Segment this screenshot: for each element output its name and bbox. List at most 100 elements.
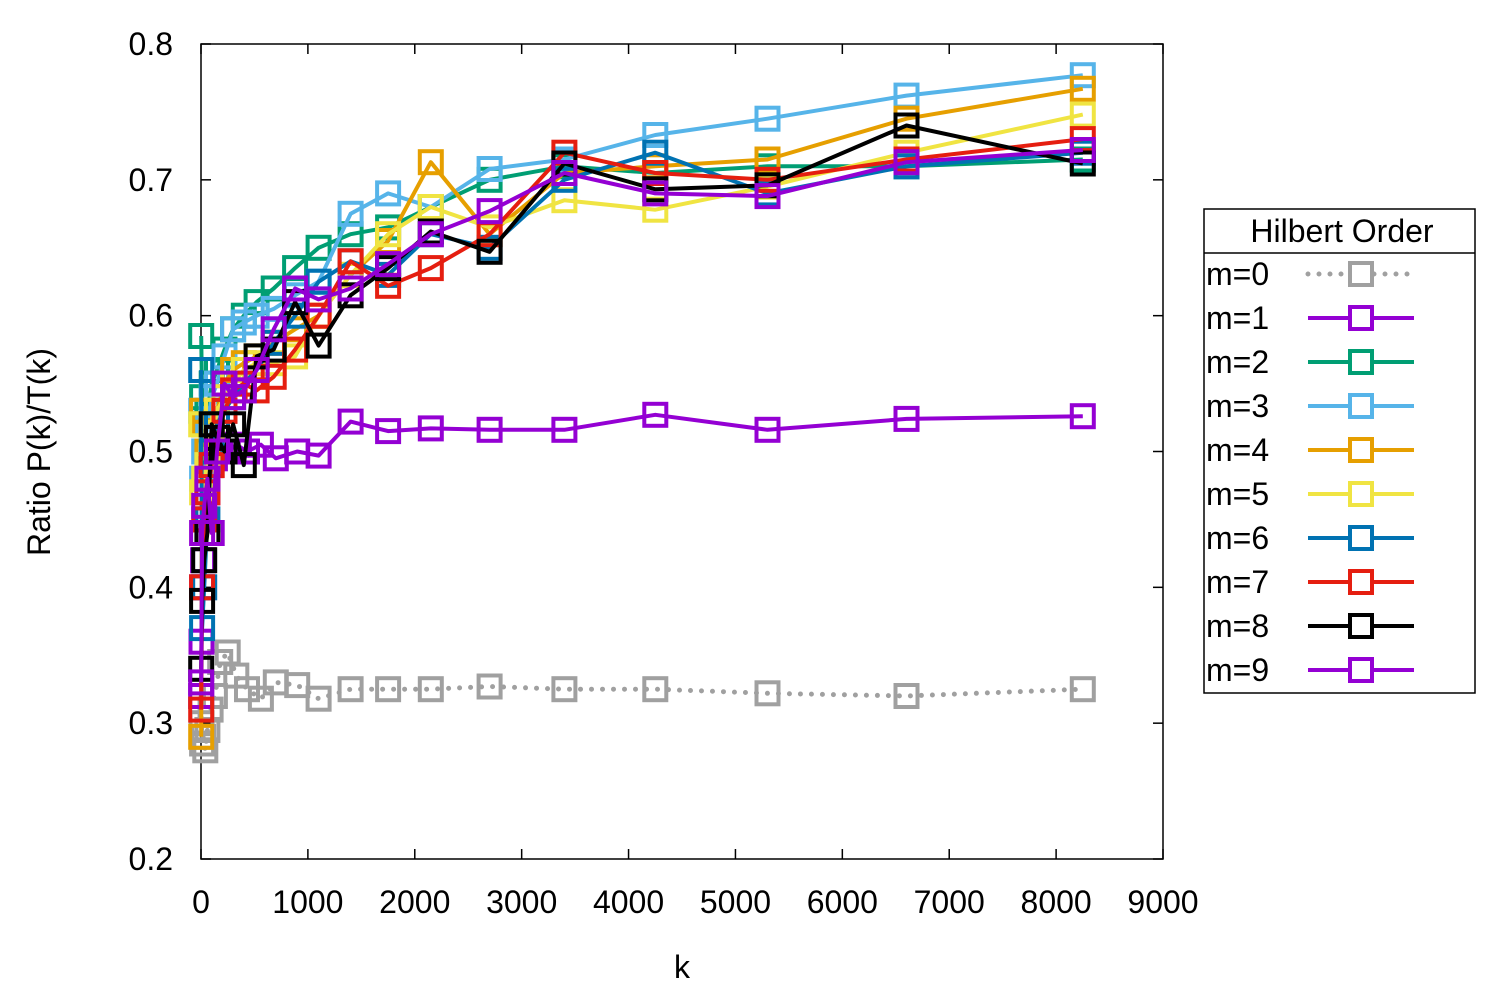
data-point: [1069, 75, 1096, 102]
data-point: [375, 221, 402, 248]
data-point: [230, 452, 257, 479]
data-point: [211, 370, 238, 397]
legend-label: m=3: [1206, 388, 1269, 424]
data-point: [476, 238, 503, 265]
data-point: [417, 221, 444, 248]
data-point: [1069, 137, 1096, 163]
data-point: [893, 112, 920, 139]
data-point: [1069, 403, 1096, 430]
x-tick-label: 8000: [1021, 884, 1092, 920]
data-point: [375, 418, 402, 445]
legend-title: Hilbert Order: [1250, 213, 1434, 249]
legend-marker: [1348, 261, 1374, 287]
data-point: [754, 416, 781, 443]
legend-label: m=0: [1206, 256, 1269, 292]
x-tick-label: 1000: [272, 884, 343, 920]
data-point: [417, 415, 444, 442]
data-point: [642, 676, 669, 703]
x-tick-label: 5000: [700, 884, 771, 920]
legend-marker: [1348, 305, 1374, 331]
data-point: [1069, 676, 1096, 703]
legend-marker: [1348, 525, 1374, 551]
data-point: [220, 411, 247, 438]
series-line: [199, 148, 1083, 683]
data-point: [754, 105, 781, 132]
x-tick-label: 4000: [593, 884, 664, 920]
legend-label: m=7: [1206, 564, 1269, 600]
legend-marker: [1348, 393, 1374, 419]
series-line: [199, 150, 1083, 631]
data-point: [260, 363, 287, 390]
data-point: [198, 520, 225, 546]
data-point: [551, 676, 578, 703]
data-point: [305, 286, 332, 313]
data-point: [893, 405, 920, 432]
data-point: [476, 673, 503, 700]
y-tick-label: 0.8: [129, 26, 173, 62]
data-point: [754, 183, 781, 210]
data-point: [243, 357, 270, 383]
x-tick-label: 6000: [807, 884, 878, 920]
data-point: [642, 401, 669, 428]
data-point: [642, 180, 669, 207]
series-line: [198, 650, 1086, 753]
y-tick-label: 0.7: [129, 162, 173, 198]
x-tick-label: 9000: [1127, 884, 1198, 920]
series-8: [188, 112, 1096, 682]
y-tick-label: 0.2: [129, 841, 173, 877]
series-6: [188, 139, 1096, 642]
data-point: [247, 685, 274, 712]
x-tick-label: 2000: [379, 884, 450, 920]
data-point: [551, 160, 578, 186]
data-point: [476, 416, 503, 443]
data-point: [204, 438, 230, 465]
series-1: [188, 401, 1096, 709]
legend-label: m=5: [1206, 476, 1269, 512]
data-point: [188, 669, 215, 696]
data-point: [305, 234, 332, 261]
legend-marker: [1348, 437, 1374, 463]
legend-marker: [1348, 481, 1374, 507]
data-point: [417, 194, 444, 220]
data-point: [1069, 101, 1096, 128]
series-layer: [188, 62, 1096, 764]
data-point: [201, 683, 228, 709]
data-point: [188, 357, 215, 383]
legend-marker: [1348, 657, 1374, 683]
series-4: [188, 75, 1096, 750]
y-tick-label: 0.4: [129, 569, 173, 605]
data-point: [893, 683, 920, 709]
data-point: [188, 323, 215, 349]
data-point: [1069, 62, 1096, 89]
x-tick-label: 0: [192, 884, 210, 920]
y-tick-label: 0.6: [129, 298, 173, 334]
x-tick-label: 3000: [486, 884, 557, 920]
data-point: [1069, 150, 1096, 177]
series-line: [199, 137, 1084, 710]
data-point: [337, 275, 364, 302]
data-point: [476, 156, 503, 182]
y-tick-label: 0.3: [129, 705, 173, 741]
legend-entries: m=0 m=1 m=2 m=3 m=4 m=5 m=6 m=7 m=8 m=9: [1206, 256, 1417, 688]
x-tick-label: 7000: [914, 884, 985, 920]
legend-label: m=2: [1206, 344, 1269, 380]
data-point: [476, 198, 503, 225]
data-point: [188, 723, 215, 750]
data-point: [243, 302, 270, 329]
series-line: [199, 412, 1083, 697]
data-point: [375, 180, 402, 207]
data-point: [188, 696, 215, 723]
y-tick-label: 0.5: [129, 434, 173, 470]
data-point: [305, 442, 332, 469]
data-point: [642, 122, 669, 148]
x-axis-title: k: [674, 949, 691, 985]
y-axis: 0.2 0.3 0.4 0.5 0.6 0.7 0.8: [129, 26, 1163, 877]
legend-label: m=8: [1206, 608, 1269, 644]
series-9: [188, 137, 1096, 696]
legend-label: m=4: [1206, 432, 1269, 468]
series-0: [188, 639, 1096, 764]
data-point: [375, 251, 402, 278]
data-point: [247, 431, 274, 458]
legend-label: m=9: [1206, 652, 1269, 688]
